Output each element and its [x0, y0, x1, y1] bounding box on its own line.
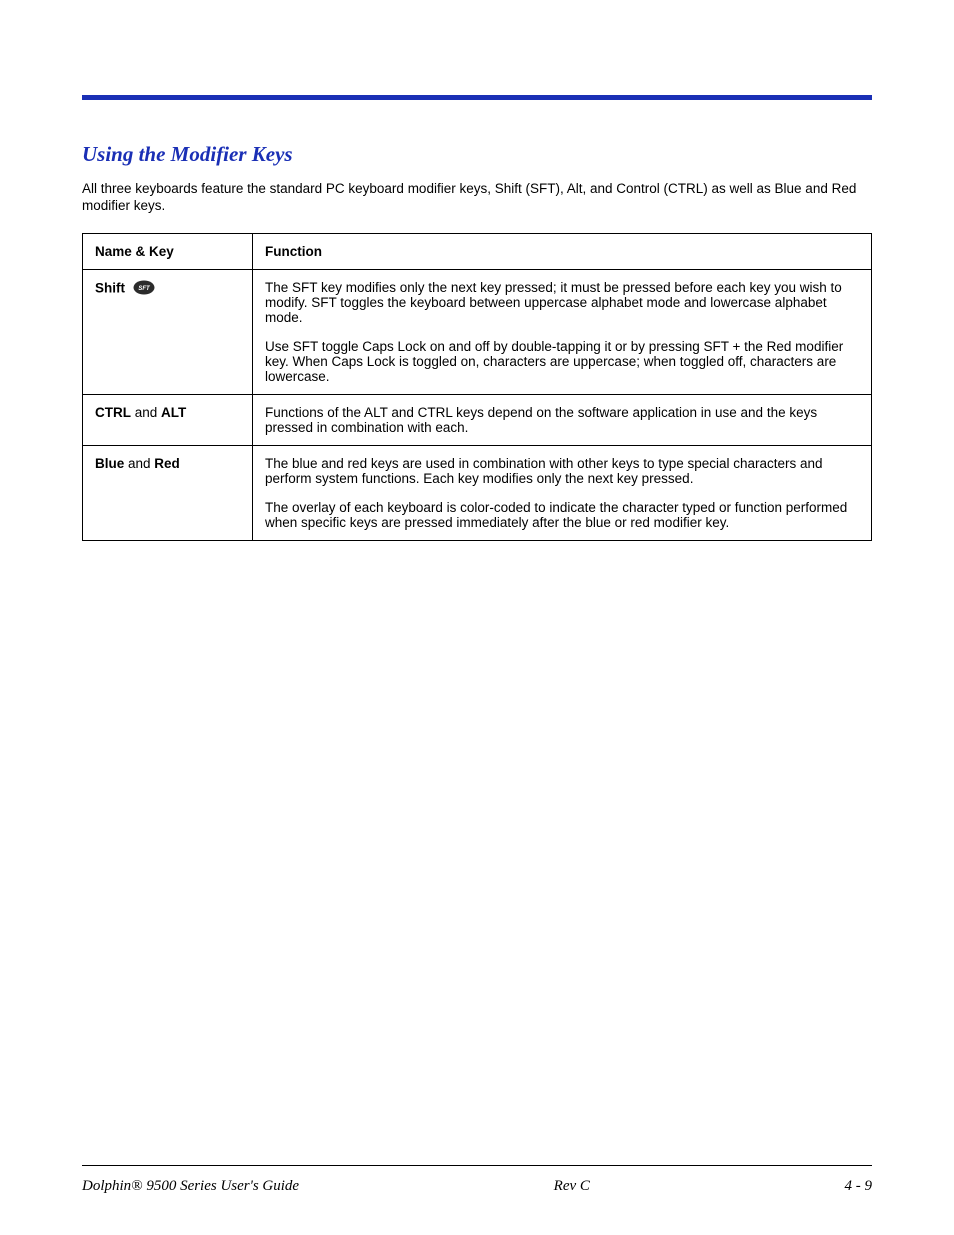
key-name-alt: ALT [161, 405, 186, 420]
key-name-red: Red [154, 456, 180, 471]
key-name-shift: Shift [95, 280, 125, 295]
section-intro: All three keyboards feature the standard… [82, 181, 872, 215]
key-name-ctrl: CTRL [95, 405, 131, 420]
function-paragraph: Functions of the ALT and CTRL keys depen… [265, 405, 859, 435]
footer-revision: Rev C [554, 1178, 590, 1195]
header-rule [82, 95, 872, 100]
cell-name-shift: Shift SFT [83, 269, 253, 394]
footer-rule [82, 1165, 872, 1166]
table-header-name: Name & Key [83, 233, 253, 269]
table-row: Shift SFT The SFT key modifies only the … [83, 269, 872, 394]
table-row: CTRL and ALT Functions of the ALT and CT… [83, 394, 872, 445]
function-paragraph: The blue and red keys are used in combin… [265, 456, 859, 486]
function-paragraph: Use SFT toggle Caps Lock on and off by d… [265, 339, 859, 384]
cell-name-ctrl-alt: CTRL and ALT [83, 394, 253, 445]
section-title: Using the Modifier Keys [82, 142, 872, 167]
sft-key-icon: SFT [133, 280, 155, 298]
key-name-blue: Blue [95, 456, 124, 471]
svg-text:SFT: SFT [138, 286, 151, 292]
name-conjunction: and [131, 405, 161, 420]
name-conjunction: and [124, 456, 154, 471]
table-header-function: Function [253, 233, 872, 269]
footer-page-number: 4 - 9 [844, 1178, 872, 1195]
modifier-keys-table: Name & Key Function Shift SFT The SFT [82, 233, 872, 541]
cell-function-ctrl-alt: Functions of the ALT and CTRL keys depen… [253, 394, 872, 445]
footer-doc-title: Dolphin® 9500 Series User's Guide [82, 1178, 299, 1195]
table-row: Blue and Red The blue and red keys are u… [83, 445, 872, 540]
function-paragraph: The overlay of each keyboard is color-co… [265, 500, 859, 530]
table-header-row: Name & Key Function [83, 233, 872, 269]
page-footer: Dolphin® 9500 Series User's Guide Rev C … [82, 1165, 872, 1195]
cell-name-blue-red: Blue and Red [83, 445, 253, 540]
cell-function-blue-red: The blue and red keys are used in combin… [253, 445, 872, 540]
function-paragraph: The SFT key modifies only the next key p… [265, 280, 859, 325]
cell-function-shift: The SFT key modifies only the next key p… [253, 269, 872, 394]
